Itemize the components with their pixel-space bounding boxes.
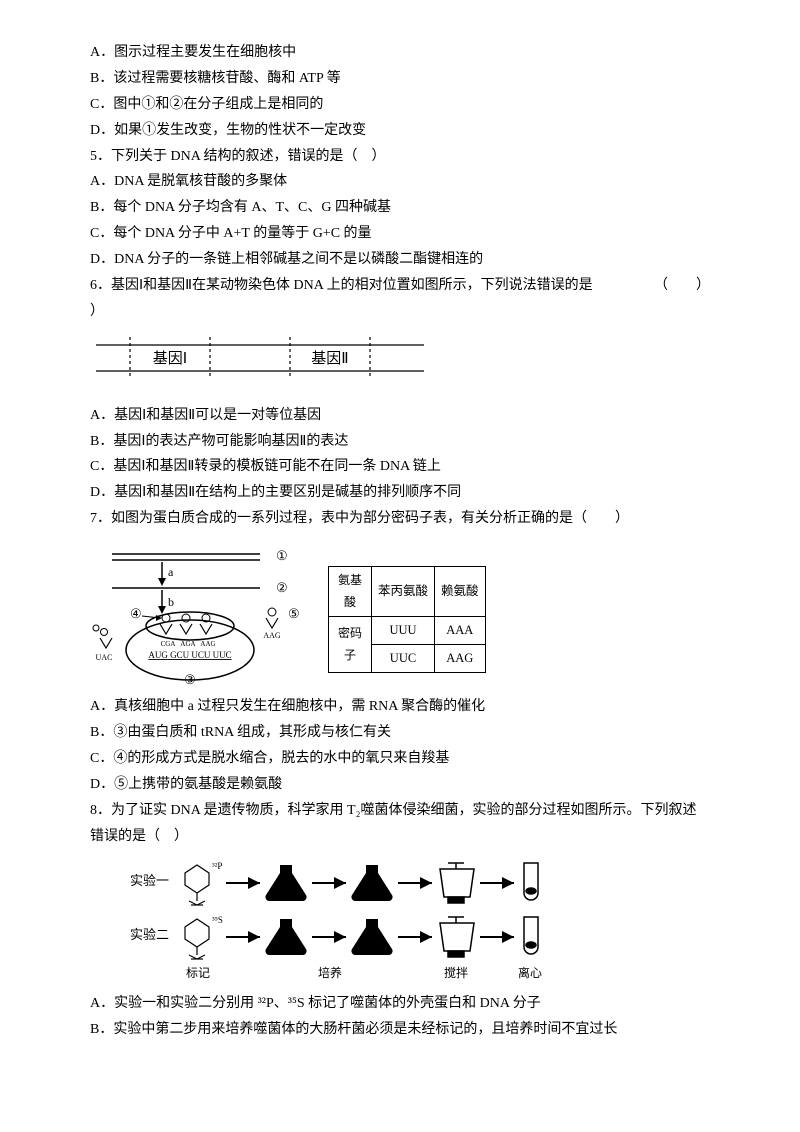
q8-label-blend: 搅拌 xyxy=(444,965,468,980)
q6-gene1-label: 基因Ⅰ xyxy=(153,350,187,367)
codon-hdr-codon: 密码子 xyxy=(329,616,372,672)
q8-label-mark: 标记 xyxy=(186,966,210,980)
svg-text:UAC: UAC xyxy=(96,653,113,662)
q6-stem-paren: ） xyxy=(90,299,710,325)
svg-text:③: ③ xyxy=(184,672,196,687)
svg-text:³⁵S: ³⁵S xyxy=(212,915,223,925)
codon-c1a: UUU xyxy=(372,616,435,644)
qprev-opt-d: D．如果①发生改变，生物的性状不一定改变 xyxy=(90,118,710,144)
svg-text:AAG: AAG xyxy=(263,631,281,640)
q6-opt-b: B．基因Ⅰ的表达产物可能影响基因Ⅱ的表达 xyxy=(90,429,710,455)
svg-text:②: ② xyxy=(276,580,288,595)
q8-opt-a: A．实验一和实验二分别用 ³²P、³⁵S 标记了噬菌体的外壳蛋白和 DNA 分子 xyxy=(90,991,710,1017)
q7-opt-d: D．⑤上携带的氨基酸是赖氨酸 xyxy=(90,772,710,798)
codon-aa2: 赖氨酸 xyxy=(435,567,486,616)
q6-opt-d: D．基因Ⅰ和基因Ⅱ在结构上的主要区别是碱基的排列顺序不同 xyxy=(90,480,710,506)
q6-stem-row: 6．基因Ⅰ和基因Ⅱ在某动物染色体 DNA 上的相对位置如图所示，下列说法错误的是… xyxy=(90,273,710,299)
svg-text:⑤: ⑤ xyxy=(288,606,300,621)
q8-label-culture: 培养 xyxy=(318,965,342,980)
q7-stem: 7．如图为蛋白质合成的一系列过程，表中为部分密码子表，有关分析正确的是（ ） xyxy=(90,506,710,532)
page: A．图示过程主要发生在细胞核中 B．该过程需要核糖核苷酸、酶和 ATP 等 C．… xyxy=(0,0,800,1083)
q6-stem-a: 6．基因Ⅰ和基因Ⅱ在某动物染色体 DNA 上的相对位置如图所示，下列说法错误的是 xyxy=(90,273,593,299)
q5-stem: 5．下列关于 DNA 结构的叙述，错误的是（ ） xyxy=(90,144,710,170)
q7-opt-b: B．③由蛋白质和 tRNA 组成，其形成与核仁有关 xyxy=(90,720,710,746)
q7-synthesis-diagram: ① a ② b AUG GCU UCU UUC CGA AGA xyxy=(90,538,310,688)
svg-text:b: b xyxy=(168,595,174,609)
q8-exp1-label: 实验一 xyxy=(130,873,169,888)
q5-opt-b: B．每个 DNA 分子均含有 A、T、C、G 四种碱基 xyxy=(90,195,710,221)
svg-text:AUG GCU UCU UUC: AUG GCU UCU UUC xyxy=(148,650,231,660)
svg-text:CGA: CGA xyxy=(161,640,176,648)
qprev-opt-c: C．图中①和②在分子组成上是相同的 xyxy=(90,92,710,118)
q8-exp2-label: 实验二 xyxy=(130,927,169,942)
svg-text:³²P: ³²P xyxy=(212,861,222,871)
q7-codon-table: 氨基酸 苯丙氨酸 赖氨酸 密码子 UUU AAA UUC AAG xyxy=(328,566,486,673)
codon-c2a: UUC xyxy=(372,644,435,672)
svg-text:AGA: AGA xyxy=(180,640,195,648)
q6-figure: 基因Ⅰ 基因Ⅱ xyxy=(90,331,430,387)
codon-hdr-aa: 氨基酸 xyxy=(329,567,372,616)
svg-text:AAG: AAG xyxy=(200,640,215,648)
q6-opt-a: A．基因Ⅰ和基因Ⅱ可以是一对等位基因 xyxy=(90,403,710,429)
q5-opt-a: A．DNA 是脱氧核苷酸的多聚体 xyxy=(90,169,710,195)
q5-opt-d: D．DNA 分子的一条链上相邻碱基之间不是以磷酸二酯键相连的 xyxy=(90,247,710,273)
q5-opt-c: C．每个 DNA 分子中 A+T 的量等于 G+C 的量 xyxy=(90,221,710,247)
q6-gene2-label: 基因Ⅱ xyxy=(311,350,348,367)
q8-label-centrifuge: 离心 xyxy=(518,965,542,980)
q7-opt-a: A．真核细胞中 a 过程只发生在细胞核中，需 RNA 聚合酶的催化 xyxy=(90,694,710,720)
q7-opt-c: C．④的形成方式是脱水缩合，脱去的水中的氧只来自羧基 xyxy=(90,746,710,772)
q6-stem-b: （ ） xyxy=(654,273,710,299)
q8-opt-b: B．实验中第二步用来培养噬菌体的大肠杆菌必须是未经标记的，且培养时间不宜过长 xyxy=(90,1017,710,1043)
svg-text:a: a xyxy=(168,565,174,579)
codon-c2b: AAG xyxy=(435,644,486,672)
q7-figure: ① a ② b AUG GCU UCU UUC CGA AGA xyxy=(90,538,710,688)
svg-text:④: ④ xyxy=(130,606,142,621)
codon-c1b: AAA xyxy=(435,616,486,644)
q8-figure: 实验一 实验二 ³²P ³⁵S xyxy=(130,855,710,985)
codon-aa1: 苯丙氨酸 xyxy=(372,567,435,616)
q6-opt-c: C．基因Ⅰ和基因Ⅱ转录的模板链可能不在同一条 DNA 链上 xyxy=(90,454,710,480)
svg-text:①: ① xyxy=(276,548,288,563)
qprev-opt-a: A．图示过程主要发生在细胞核中 xyxy=(90,40,710,66)
q8-stem: 8．为了证实 DNA 是遗传物质，科学家用 T₂噬菌体侵染细菌，实验的部分过程如… xyxy=(90,798,710,850)
qprev-opt-b: B．该过程需要核糖核苷酸、酶和 ATP 等 xyxy=(90,66,710,92)
